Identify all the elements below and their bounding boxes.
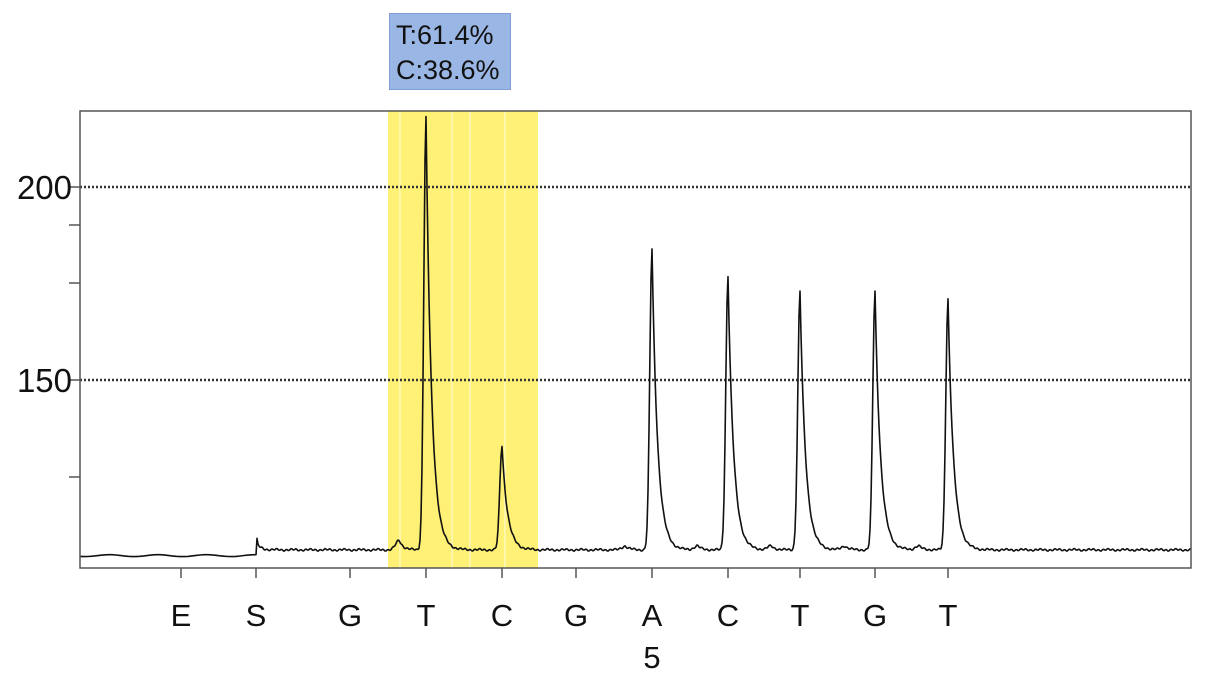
dispensation-label: G	[564, 598, 588, 633]
signal-trace	[79, 115, 1192, 558]
dispensation-label: G	[338, 598, 362, 633]
plot-frame	[79, 110, 1192, 569]
dispensation-label: T	[791, 598, 810, 633]
dispensation-label: A	[642, 598, 663, 633]
allele-t-frequency: T:61.4%	[396, 20, 494, 50]
allele-frequency-box: T:61.4% C:38.6%	[389, 13, 511, 90]
highlight-band	[388, 111, 538, 568]
y-tick-label-200: 200	[17, 169, 72, 206]
grid-layer	[80, 185, 1191, 382]
allele-c-frequency: C:38.6%	[396, 55, 500, 85]
label-layer: 200 150 E S G T C G A C T G T 5	[17, 169, 958, 675]
axis-layer	[69, 110, 1192, 578]
position-marker-label: 5	[643, 640, 660, 675]
dispensation-label: S	[246, 598, 267, 633]
trace-layer	[79, 115, 1192, 558]
dispensation-label: G	[863, 598, 887, 633]
dispensation-label: C	[717, 598, 739, 633]
dispensation-label: E	[171, 598, 192, 633]
dispensation-label: T	[417, 598, 436, 633]
highlight-layer	[388, 111, 538, 568]
y-tick-label-150: 150	[17, 362, 72, 399]
dispensation-label: T	[939, 598, 958, 633]
dispensation-label: C	[491, 598, 513, 633]
